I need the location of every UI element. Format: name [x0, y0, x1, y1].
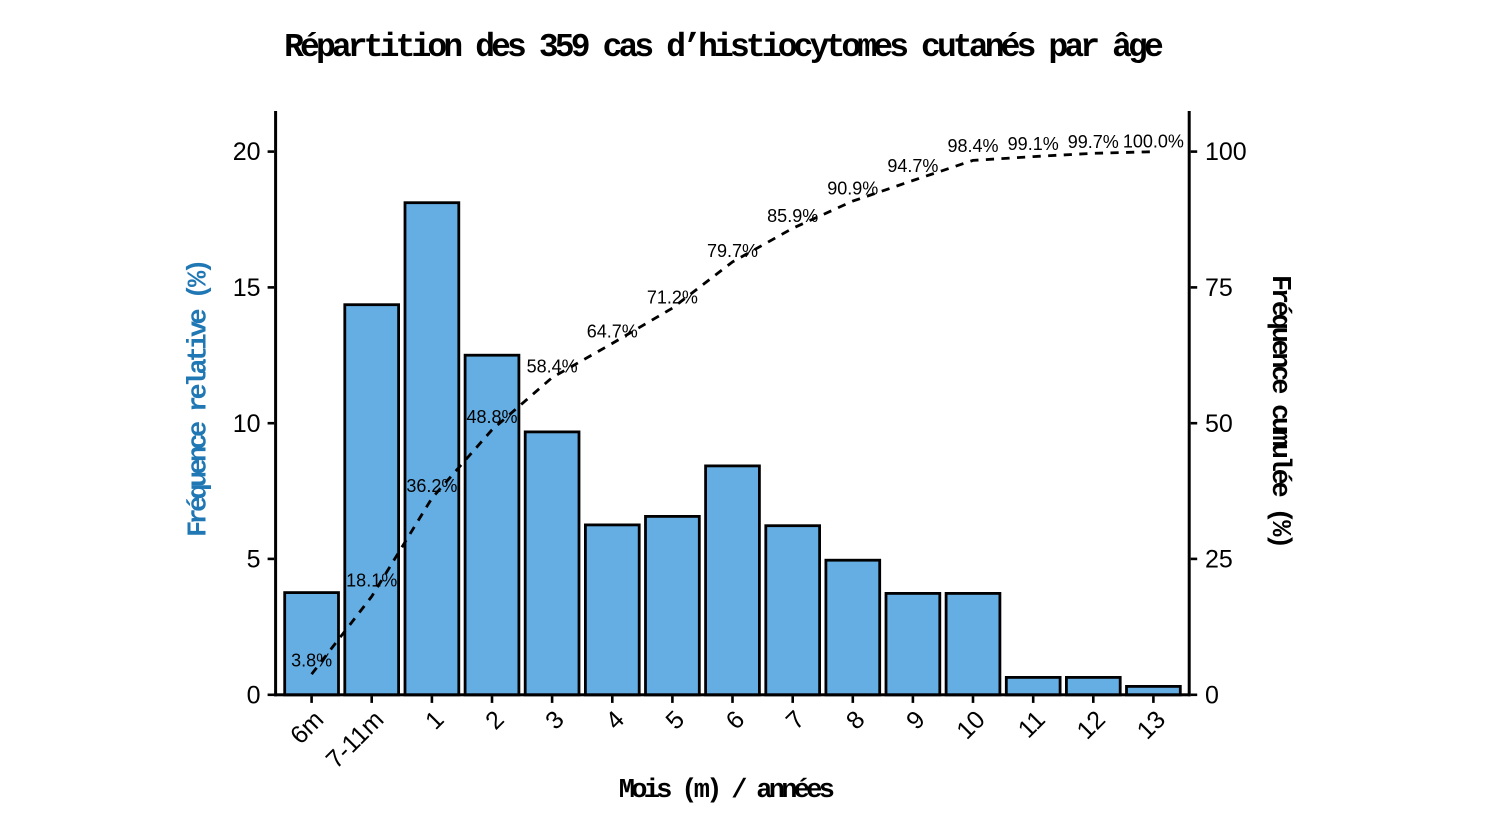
svg-text:99.1%: 99.1% — [1008, 134, 1059, 154]
svg-text:20: 20 — [233, 138, 261, 166]
svg-text:100.0%: 100.0% — [1123, 132, 1184, 152]
svg-text:64.7%: 64.7% — [587, 321, 638, 341]
svg-text:71.2%: 71.2% — [647, 288, 698, 308]
svg-text:48.8%: 48.8% — [466, 407, 517, 427]
svg-text:36.2%: 36.2% — [406, 476, 457, 496]
svg-text:18.1%: 18.1% — [346, 571, 397, 591]
svg-text:98.4%: 98.4% — [947, 136, 998, 156]
svg-text:0: 0 — [247, 681, 261, 709]
svg-text:3.8%: 3.8% — [291, 651, 332, 671]
svg-text:90.9%: 90.9% — [827, 179, 878, 199]
svg-text:100: 100 — [1205, 138, 1247, 166]
svg-text:50: 50 — [1205, 410, 1233, 438]
svg-text:58.4%: 58.4% — [527, 357, 578, 377]
svg-text:Fréquence relative (%): Fréquence relative (%) — [185, 262, 215, 537]
svg-text:94.7%: 94.7% — [887, 156, 938, 176]
svg-text:Répartition des 359 cas d’hist: Répartition des 359 cas d’histiocytomes … — [284, 29, 1163, 66]
svg-text:79.7%: 79.7% — [707, 241, 758, 261]
svg-text:5: 5 — [247, 546, 261, 574]
svg-text:Mois (m) / années: Mois (m) / années — [619, 776, 834, 806]
svg-text:15: 15 — [233, 274, 261, 302]
svg-text:75: 75 — [1205, 274, 1233, 302]
svg-text:Fréquence cumulée (%): Fréquence cumulée (%) — [1264, 275, 1294, 546]
svg-text:99.7%: 99.7% — [1068, 132, 1119, 152]
svg-text:25: 25 — [1205, 546, 1233, 574]
svg-text:10: 10 — [233, 410, 261, 438]
svg-text:85.9%: 85.9% — [767, 206, 818, 226]
svg-text:0: 0 — [1205, 681, 1219, 709]
